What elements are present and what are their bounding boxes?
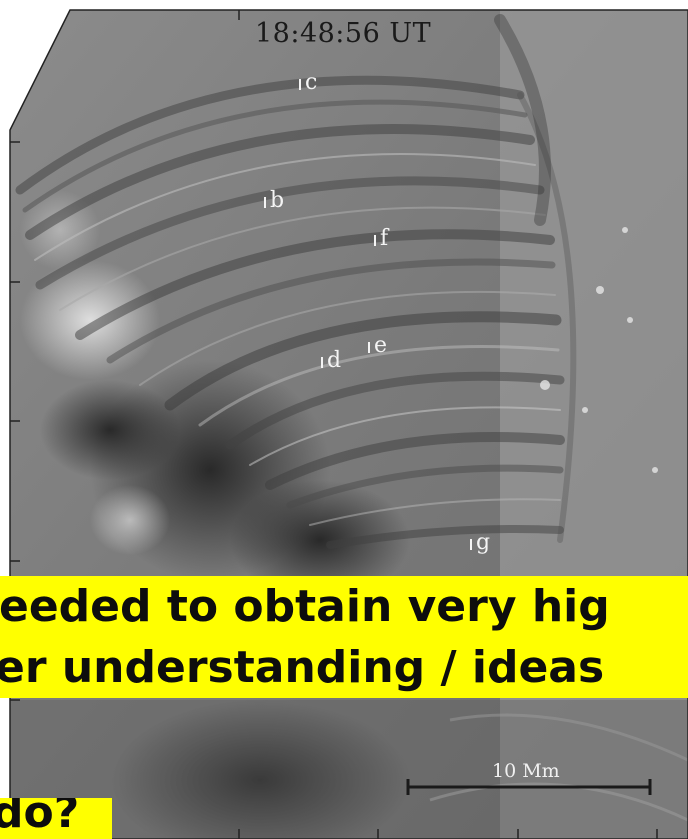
fibril-label-d: d	[321, 350, 341, 372]
axis-ticks	[10, 10, 658, 839]
timestamp-label: 18:48:56 UT	[255, 18, 432, 49]
caption-line-1-text: eeded to obtain very hig	[0, 581, 610, 632]
fibril-label-g: g	[470, 532, 490, 554]
caption-line-2-text: er understanding / ideas	[0, 642, 605, 693]
fibril-label-e: e	[368, 335, 387, 357]
caption-line-3-text: do?	[0, 798, 80, 838]
fibril-label-f: f	[374, 228, 388, 250]
fibril-label-b: b	[264, 190, 284, 212]
fibril-label-c: c	[299, 72, 317, 94]
scale-bar	[406, 779, 652, 795]
caption-line-3: do?	[0, 798, 112, 839]
caption-line-1: eeded to obtain very hig	[0, 576, 688, 638]
scale-bar-label: 10 Mm	[492, 760, 560, 782]
caption-line-2: er understanding / ideas	[0, 638, 688, 698]
